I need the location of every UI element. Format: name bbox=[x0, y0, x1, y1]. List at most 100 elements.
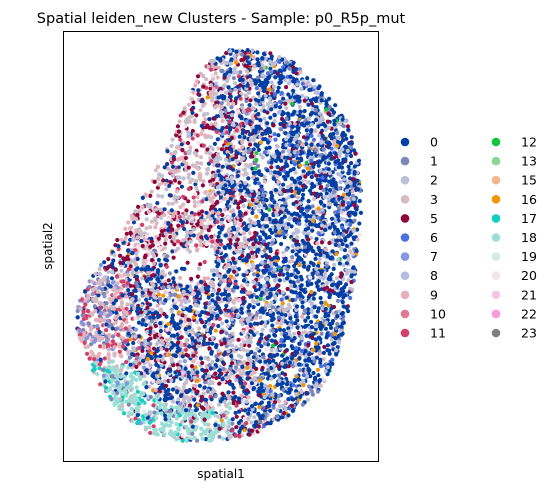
data-point bbox=[188, 145, 193, 150]
data-point bbox=[276, 133, 281, 138]
data-point bbox=[139, 310, 144, 315]
data-point bbox=[285, 173, 290, 178]
data-point bbox=[277, 393, 282, 398]
data-point bbox=[120, 382, 125, 387]
data-point bbox=[258, 296, 263, 302]
data-point bbox=[298, 181, 303, 186]
data-point bbox=[238, 122, 243, 127]
data-point bbox=[202, 397, 207, 402]
data-point bbox=[250, 48, 255, 53]
data-point bbox=[339, 209, 344, 214]
data-point bbox=[162, 207, 167, 212]
data-point bbox=[335, 130, 340, 135]
data-point bbox=[336, 214, 341, 219]
data-point bbox=[155, 164, 161, 169]
data-point bbox=[234, 248, 239, 254]
data-point bbox=[339, 246, 344, 251]
data-point bbox=[309, 128, 314, 133]
data-point bbox=[261, 104, 266, 109]
data-point bbox=[89, 342, 94, 347]
data-point bbox=[256, 163, 261, 169]
data-point bbox=[215, 199, 220, 204]
data-point bbox=[256, 389, 261, 394]
data-point bbox=[274, 340, 279, 345]
data-point bbox=[267, 207, 272, 212]
data-point bbox=[202, 421, 207, 426]
data-point bbox=[140, 398, 145, 403]
data-point bbox=[211, 195, 216, 200]
data-point bbox=[106, 347, 111, 352]
data-point bbox=[230, 313, 235, 318]
data-point bbox=[238, 192, 243, 197]
data-point bbox=[319, 331, 324, 336]
data-point bbox=[215, 313, 220, 318]
data-point bbox=[167, 183, 172, 188]
data-point bbox=[219, 418, 224, 423]
data-point bbox=[167, 352, 172, 357]
data-point bbox=[284, 208, 289, 213]
data-point bbox=[166, 217, 172, 222]
data-point bbox=[217, 402, 222, 407]
data-point bbox=[183, 212, 189, 217]
data-point bbox=[90, 292, 95, 297]
data-point bbox=[106, 279, 111, 284]
data-point bbox=[157, 405, 162, 410]
data-point bbox=[230, 343, 235, 348]
data-point bbox=[333, 193, 338, 198]
data-point bbox=[184, 380, 189, 385]
data-point bbox=[285, 271, 290, 276]
data-point bbox=[202, 276, 207, 281]
data-point bbox=[280, 57, 285, 62]
data-point bbox=[259, 184, 264, 189]
data-point bbox=[334, 185, 339, 190]
data-point bbox=[213, 121, 218, 126]
data-point bbox=[248, 384, 253, 389]
data-point bbox=[247, 343, 252, 348]
data-point bbox=[102, 356, 107, 361]
data-point bbox=[210, 239, 215, 244]
data-point bbox=[298, 297, 303, 302]
data-point bbox=[240, 80, 246, 85]
data-point bbox=[286, 390, 291, 395]
data-point bbox=[268, 115, 273, 120]
data-point bbox=[104, 301, 109, 306]
data-point bbox=[133, 228, 139, 233]
data-point bbox=[327, 96, 332, 101]
data-point bbox=[191, 195, 196, 200]
data-point bbox=[134, 359, 139, 365]
data-point bbox=[284, 295, 289, 300]
data-point bbox=[215, 219, 220, 224]
data-point bbox=[158, 353, 163, 359]
data-point bbox=[230, 417, 235, 422]
data-point bbox=[253, 180, 258, 185]
data-point bbox=[135, 212, 140, 217]
data-point bbox=[313, 337, 318, 342]
data-point bbox=[251, 147, 256, 152]
data-point bbox=[118, 253, 123, 258]
data-point bbox=[232, 66, 237, 71]
data-point bbox=[321, 276, 326, 281]
data-point bbox=[191, 233, 196, 238]
data-point bbox=[273, 188, 278, 193]
data-point bbox=[349, 145, 354, 150]
data-point bbox=[306, 180, 311, 185]
data-point bbox=[276, 315, 281, 320]
data-point bbox=[164, 178, 169, 183]
data-point bbox=[295, 235, 300, 240]
data-point bbox=[97, 271, 102, 276]
data-point bbox=[276, 170, 281, 175]
data-point bbox=[194, 79, 199, 84]
data-point bbox=[176, 165, 181, 170]
data-point bbox=[281, 308, 286, 313]
data-point bbox=[321, 350, 326, 355]
data-point bbox=[281, 149, 286, 154]
data-point bbox=[197, 172, 202, 177]
data-point bbox=[229, 135, 235, 140]
data-point bbox=[316, 335, 322, 340]
data-point bbox=[153, 248, 158, 253]
data-point bbox=[246, 199, 252, 204]
data-point bbox=[144, 385, 149, 390]
data-point bbox=[126, 288, 131, 293]
data-point bbox=[254, 357, 259, 362]
data-point bbox=[226, 292, 231, 297]
